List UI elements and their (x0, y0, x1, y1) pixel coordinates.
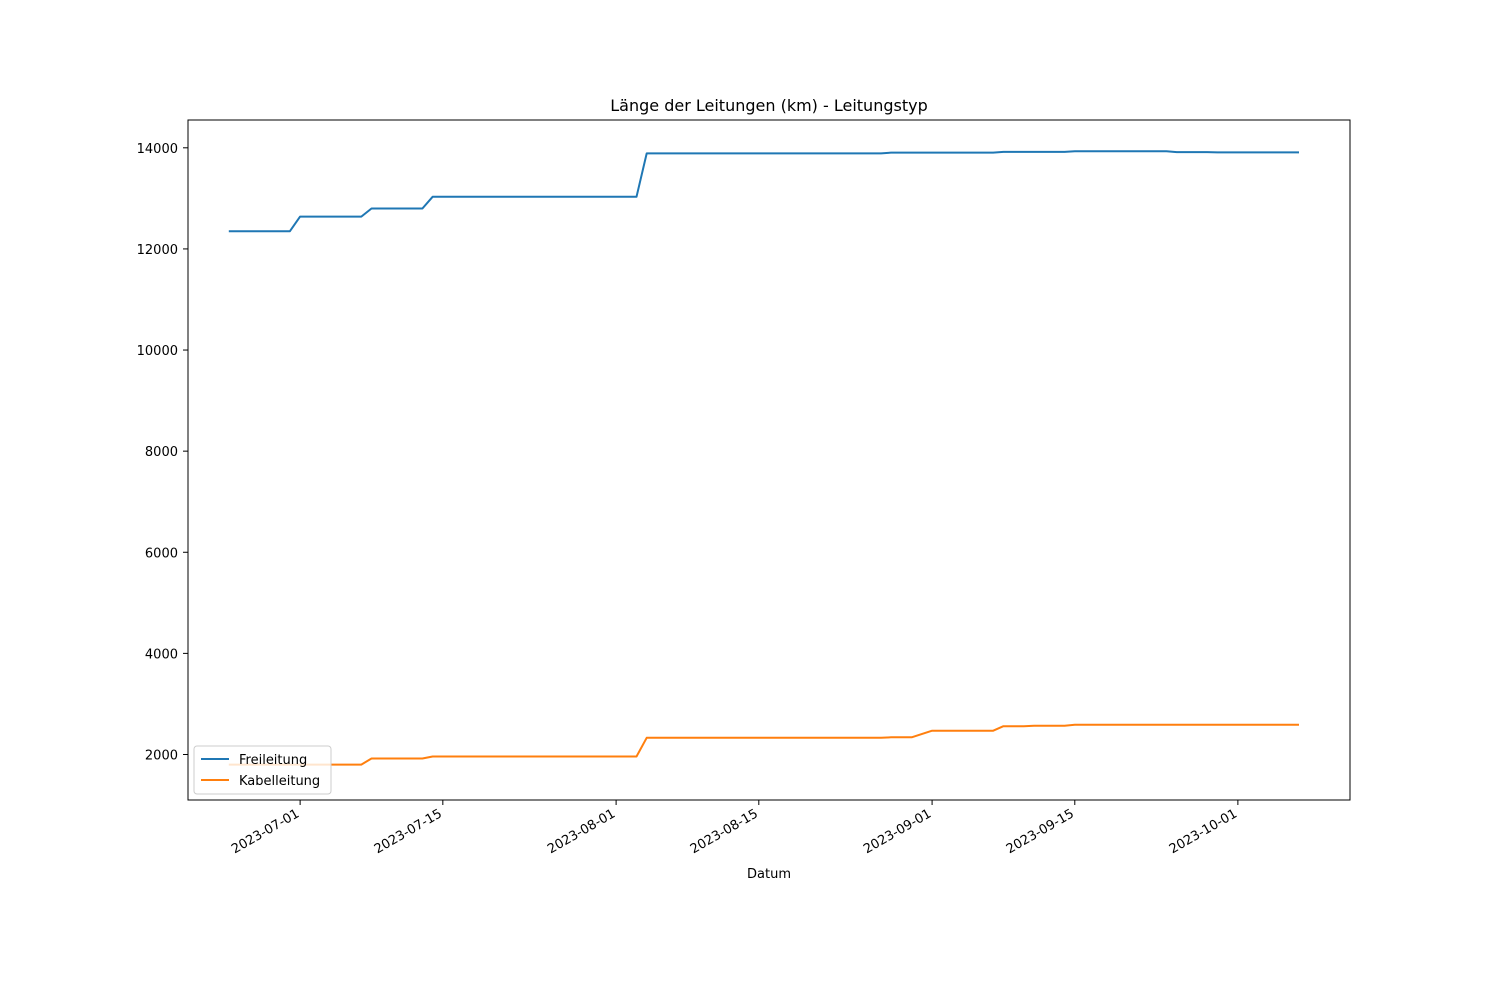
legend: Freileitung Kabelleitung (193, 745, 332, 795)
chart-title: Länge der Leitungen (km) - Leitungstyp (610, 96, 927, 115)
x-tick-label: 2023-08-01 (545, 806, 618, 857)
x-tick-label: 2023-07-15 (372, 806, 445, 857)
series-line-kabelleitung (228, 723, 1299, 766)
y-tick-label: 6000 (145, 546, 178, 561)
x-tick-label: 2023-08-15 (688, 806, 761, 857)
y-tick-label: 12000 (137, 243, 178, 258)
legend-label-freileitung: Freileitung (239, 753, 307, 768)
series-layer (228, 150, 1299, 766)
y-tick-label: 10000 (137, 344, 178, 359)
x-tick-label: 2023-09-01 (861, 806, 934, 857)
x-axis: 2023-07-01 2023-07-15 2023-08-01 2023-08-15… (229, 800, 1240, 857)
x-axis-label: Datum (747, 867, 791, 882)
series-line-freileitung (228, 150, 1299, 233)
y-tick-label: 4000 (145, 647, 178, 662)
legend-label-kabelleitung: Kabelleitung (239, 774, 320, 789)
y-axis: 2000 4000 6000 8000 10000 12000 14000 (137, 142, 188, 763)
x-tick-label: 2023-09-15 (1004, 806, 1077, 857)
x-tick-label: 2023-10-01 (1167, 806, 1240, 857)
y-tick-label: 2000 (145, 748, 178, 763)
plot-frame (187, 119, 1351, 801)
x-tick-label: 2023-07-01 (229, 806, 302, 857)
y-tick-label: 8000 (145, 445, 178, 460)
y-tick-label: 14000 (137, 142, 178, 157)
